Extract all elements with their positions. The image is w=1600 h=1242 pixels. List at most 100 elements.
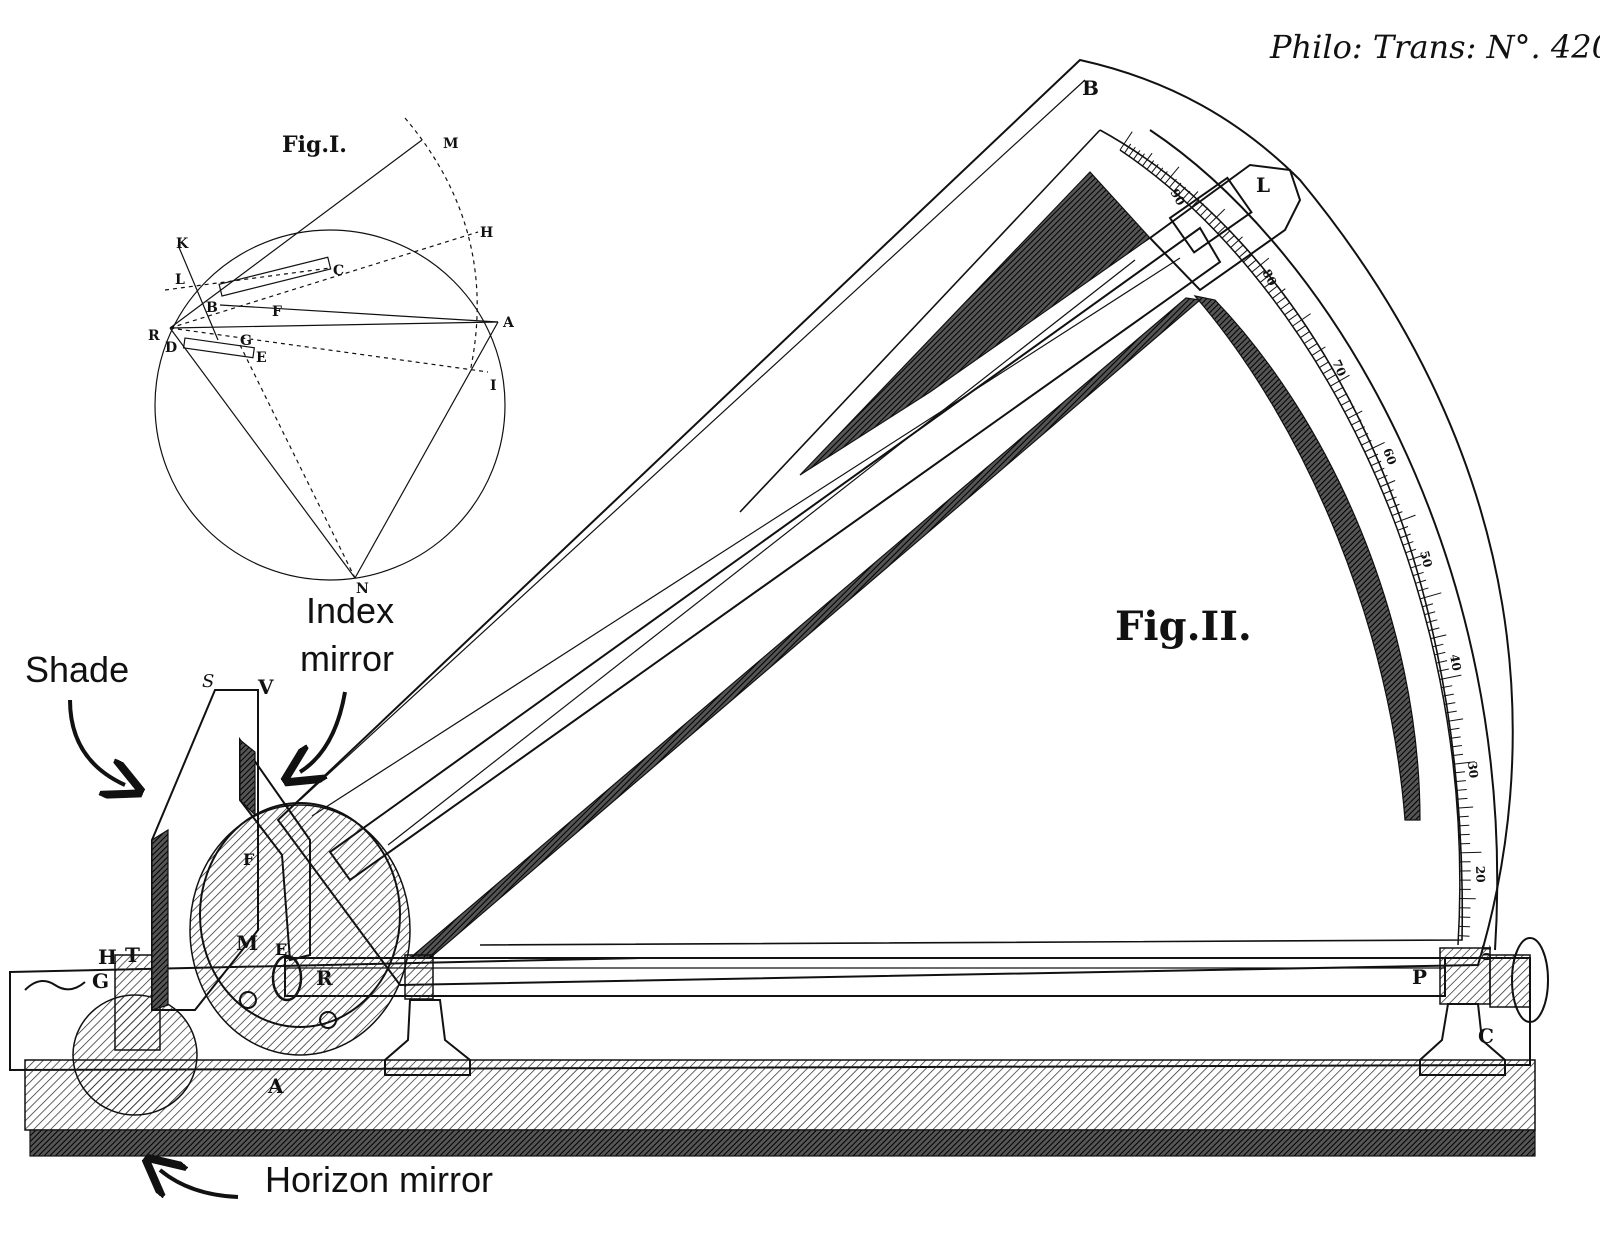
scale-tick: [1177, 186, 1186, 196]
scale-tick: [1417, 587, 1429, 592]
fig1-point-R: R: [148, 328, 160, 344]
fig1-line-ba: [219, 304, 499, 323]
plate-reference: Philo: Trans: N°. 420: [1269, 28, 1600, 66]
figure-2: Fig.II. 90 80 70 60 50 40 30 20 10: [9, 58, 1549, 1157]
fig2-label-B: B: [1082, 76, 1099, 100]
scale-tick: [1230, 236, 1243, 248]
scale-tick: [1307, 343, 1318, 350]
scale-tick: [1330, 374, 1350, 387]
index-mirror-arrow: [300, 691, 347, 772]
scale-tick: [1155, 167, 1164, 177]
scale-tick: [1439, 674, 1462, 680]
scale-tick: [1422, 603, 1434, 608]
fig1-line-km: [177, 244, 219, 341]
fig1-point-N: N: [356, 581, 369, 597]
scale-tick: [1458, 824, 1470, 827]
scale-number-30: 30: [1465, 761, 1481, 779]
index-arm: [328, 226, 1222, 882]
scale-tick: [1326, 373, 1337, 381]
fig2-label-V: V: [257, 675, 274, 699]
scale-tick: [1340, 399, 1352, 406]
fig1-line-na: [354, 321, 499, 579]
scale-tick: [1272, 288, 1286, 299]
scale-tick: [1386, 496, 1397, 502]
scale-tick: [1263, 280, 1274, 289]
frame-shadow-lower: [1193, 295, 1421, 821]
scale-tick: [1208, 208, 1226, 225]
scale-tick: [1450, 745, 1462, 748]
vernier-l: [1148, 163, 1302, 292]
sight-line-upper: [299, 79, 1086, 801]
fig2-label-F: F: [243, 850, 255, 869]
scale-tick: [1370, 460, 1382, 467]
sight-line-third: [387, 259, 1136, 846]
shade-arrow: [68, 699, 125, 785]
scale-tick: [1213, 220, 1222, 230]
scale-tick: [1367, 453, 1379, 460]
base-hook: [24, 980, 86, 991]
fig1-mirror-de: [182, 337, 255, 359]
scale-tick: [1374, 467, 1385, 474]
scale-tick: [1247, 259, 1257, 268]
annotation-shade: Shade: [25, 649, 129, 690]
fig1-dash-3: [164, 267, 331, 291]
scale-tick: [1160, 171, 1168, 181]
scale-tick: [1412, 571, 1424, 577]
fig1-mirror-bc: [218, 256, 332, 297]
fig2-label-M: M: [236, 931, 258, 955]
fig2-label-G: G: [92, 969, 109, 993]
disc-screw-2: [319, 1011, 337, 1029]
scale-tick: [1226, 234, 1235, 244]
scale-tick: [1315, 355, 1326, 362]
scale-tick: [1255, 269, 1265, 278]
fig1-point-K: K: [176, 236, 189, 252]
telescope-eyepiece: [1489, 954, 1531, 1008]
pedestal-right: [1419, 1003, 1506, 1076]
scale-tick: [1400, 533, 1411, 539]
scale-tick: [1391, 511, 1403, 517]
index-disc-top: [199, 802, 401, 1028]
annotation-index-line1: Index: [306, 590, 394, 631]
fig1-point-C: C: [333, 263, 344, 279]
scale-number-60: 60: [1380, 446, 1399, 466]
scale-tick: [1300, 331, 1310, 339]
index-mirror-frame-shade: [239, 738, 256, 817]
scale-tick: [1133, 150, 1141, 160]
pedestal-left: [384, 999, 471, 1076]
fig1-point-D: D: [165, 340, 177, 356]
scale-number-80: 80: [1259, 267, 1279, 288]
scale-tick: [1383, 489, 1394, 495]
scale-tick: [1436, 660, 1448, 664]
scale-tick: [1238, 249, 1248, 258]
scale-tick: [1420, 592, 1442, 600]
scale-tick: [1456, 797, 1468, 800]
frame-inner-edge: [479, 129, 1464, 946]
scale-tick: [1311, 346, 1326, 356]
scale-tick: [1259, 275, 1270, 283]
scale-tick: [1124, 143, 1132, 154]
scale-number-90: 90: [1167, 187, 1187, 208]
scale-tick: [1397, 526, 1409, 531]
scale-tick: [1337, 393, 1348, 400]
radius-bar-shadow: [408, 297, 1202, 959]
scale-tick: [1448, 727, 1460, 731]
base-board-top: [9, 957, 1531, 1072]
scale-tick: [1195, 203, 1204, 212]
fig2-label-H: H: [98, 945, 117, 969]
scale-tick: [1296, 325, 1306, 333]
telescope-collar-left: [404, 954, 434, 1000]
scale-number-70: 70: [1329, 358, 1349, 379]
scale-tick: [1454, 780, 1466, 783]
scale-tick: [1449, 736, 1461, 739]
scale-tick: [1437, 668, 1449, 672]
fig2-title: Fig.II.: [1115, 603, 1252, 650]
fig2-label-E: E: [275, 940, 287, 959]
scale-tick: [1319, 361, 1330, 368]
scale-tick: [1445, 710, 1457, 714]
scale-tick: [1364, 442, 1385, 453]
fig2-label-A: A: [267, 1074, 284, 1098]
scale-tick: [1173, 182, 1182, 192]
scale-tick: [1444, 702, 1456, 705]
scale-tick: [1459, 851, 1482, 854]
